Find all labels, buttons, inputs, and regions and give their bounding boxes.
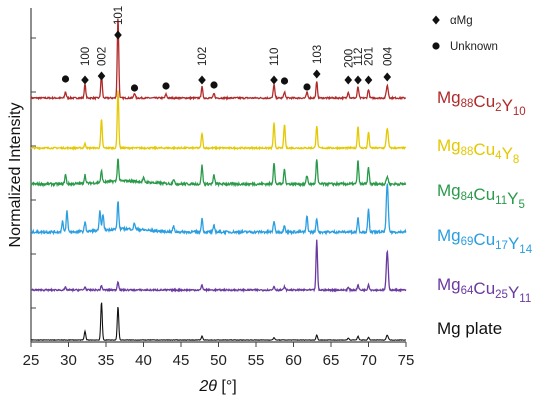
x-tick-label: 65 [323, 352, 340, 369]
unknown-phase-marker [303, 83, 311, 91]
unknown-phase-marker [162, 82, 170, 90]
alpha-mg-marker [364, 75, 373, 85]
peak-index-label: 101 [113, 6, 125, 25]
x-tick-label: 35 [98, 352, 115, 369]
alpha-mg-marker [114, 30, 122, 40]
x-tick-label: 75 [398, 352, 415, 369]
x-axis-label: 2θ [°] [198, 378, 236, 395]
x-tick-label: 45 [173, 352, 190, 369]
alpha-mg-marker [354, 75, 362, 85]
series-labels: Mg88Cu2Y10 Mg88Cu4Y8 Mg84Cu11Y5 Mg69Cu17Y14… [437, 88, 533, 338]
axes: 25 30 35 40 45 50 55 60 65 70 75 [23, 8, 415, 369]
legend-label-unknown: Unknown [450, 41, 498, 53]
peak-index-label: 004 [382, 46, 394, 66]
x-tick-label: 70 [360, 352, 377, 369]
alpha-mg-marker [312, 69, 321, 79]
series-label-5: Mg64Cu25Y11 [437, 275, 531, 305]
legend-label-alpha-mg: αMg [450, 15, 473, 27]
unknown-phase-marker [130, 84, 139, 92]
alpha-mg-marker [97, 71, 106, 81]
peak-index-label: 201 [364, 47, 376, 66]
series-group [30, 18, 407, 341]
alpha-mg-marker [270, 75, 278, 85]
x-tick-label: 50 [210, 352, 227, 369]
alpha-mg-marker [198, 75, 206, 85]
peak-index-label: 112 [353, 48, 365, 66]
x-tick-label: 55 [248, 352, 265, 369]
x-tick-label: 60 [285, 352, 302, 369]
peak-index-label: 200 [343, 49, 355, 68]
legend-diamond-icon [432, 15, 440, 25]
unknown-phase-marker [280, 77, 289, 85]
x-tick-label: 30 [60, 352, 77, 369]
series-line-3 [30, 158, 407, 188]
alpha-mg-marker [344, 75, 353, 85]
unknown-phase-marker [210, 81, 218, 89]
series-line-5 [30, 239, 407, 293]
series-line-1 [30, 18, 407, 101]
series-line-6 [30, 302, 406, 341]
unknown-phase-marker [61, 75, 70, 83]
series-label-1: Mg88Cu2Y10 [437, 88, 526, 118]
legend-circle-icon [432, 42, 440, 50]
peak-index-label: 002 [97, 47, 109, 66]
peak-index-label: 110 [269, 48, 281, 66]
x-tick-label: 40 [135, 352, 152, 369]
series-label-3: Mg84Cu11Y5 [437, 181, 525, 211]
x-axis-label-symbol: 2θ [198, 378, 217, 395]
peak-index-label: 100 [80, 47, 92, 66]
y-axis-label: Normalized Intensity [7, 103, 24, 248]
legend: αMg Unknown [432, 15, 498, 53]
peak-markers [61, 30, 392, 92]
x-axis-label-unit: [°] [217, 378, 237, 395]
series-line-2 [30, 90, 406, 151]
alpha-mg-marker [81, 75, 89, 85]
alpha-mg-marker [383, 72, 392, 82]
peak-index-label: 103 [312, 45, 324, 64]
series-label-6: Mg plate [437, 319, 502, 338]
series-line-4 [30, 183, 407, 236]
series-label-4: Mg69Cu17Y14 [437, 226, 533, 256]
peak-index-label: 102 [197, 47, 209, 66]
x-tick-label: 25 [23, 352, 40, 369]
series-label-2: Mg88Cu4Y8 [437, 136, 519, 166]
